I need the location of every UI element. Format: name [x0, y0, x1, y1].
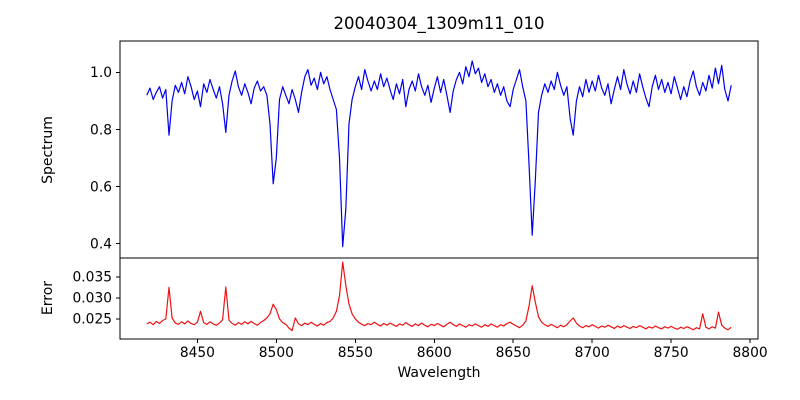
- x-tick-label: 8650: [496, 345, 531, 361]
- y-axis-label-error: Error: [40, 280, 56, 316]
- y-tick-label: 0.8: [90, 122, 112, 138]
- y-tick-label: 0.025: [73, 312, 113, 328]
- y-tick-label: 0.6: [90, 179, 112, 195]
- x-axis-label: Wavelength: [397, 365, 481, 381]
- y-tick-label: 0.035: [73, 270, 113, 286]
- x-tick-label: 8700: [575, 345, 610, 361]
- error-line: [146, 261, 732, 332]
- x-tick-label: 8450: [180, 345, 215, 361]
- x-tick-label: 8800: [733, 345, 768, 361]
- x-tick-label: 8500: [259, 345, 294, 361]
- x-tick-label: 8600: [417, 345, 452, 361]
- y-tick-label: 0.030: [73, 291, 113, 307]
- y-axis-label-spectrum: Spectrum: [40, 116, 56, 184]
- spectrum-panel-frame: [119, 40, 759, 259]
- x-tick-label: 8750: [654, 345, 689, 361]
- error-panel-frame: [119, 257, 759, 340]
- y-tick-label: 1.0: [90, 65, 112, 81]
- x-tick-label: 8550: [338, 345, 373, 361]
- spectrum-line: [146, 60, 732, 248]
- y-tick-label: 0.4: [90, 237, 112, 253]
- chart-title: 20040304_1309m11_010: [333, 14, 545, 33]
